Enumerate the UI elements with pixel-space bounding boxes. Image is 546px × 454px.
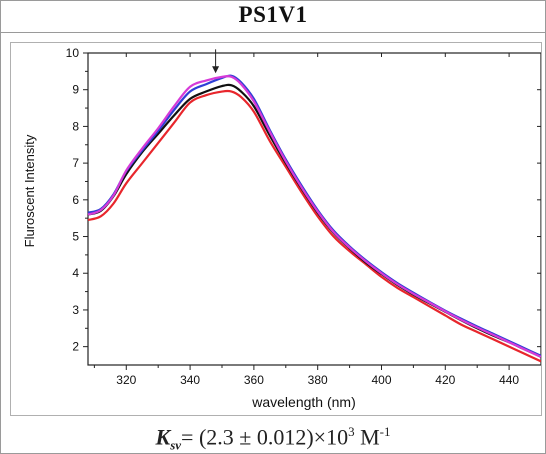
x-tick-label: 440 [499,373,519,387]
x-tick-label: 320 [116,373,136,387]
title-divider [0,32,546,33]
y-tick-label: 9 [72,83,79,97]
kd-unit-exponent: -1 [379,424,391,439]
x-tick-label: 360 [244,373,264,387]
x-tick-label: 420 [435,373,455,387]
y-tick-label: 6 [72,193,79,207]
kd-symbol: K [155,424,171,450]
stern-volmer-constant: Ksv= (2.3 ± 0.012)×103 M-1 [0,424,546,454]
y-tick-label: 5 [72,230,79,244]
kd-exponent: 3 [348,424,355,439]
x-tick-label: 380 [308,373,328,387]
series-line-3 [87,74,541,357]
series-line-4 [87,75,541,358]
y-tick-label: 3 [72,303,79,317]
kd-unit: M [354,424,380,450]
x-tick-label: 400 [371,373,391,387]
kd-subscript: sv [170,437,182,453]
y-tick-label: 4 [72,266,79,280]
y-tick-label: 10 [66,46,80,60]
plot-panel: 320 340 360 380 400 420 440 2 3 4 5 6 7 8 9 10 Flurosce… [10,42,542,416]
kd-value: = (2.3 ± 0.012)×10 [181,424,349,450]
y-axis-label: Fluroscent Intensity [22,134,37,247]
series-line-1 [87,89,541,363]
x-tick-label: 340 [180,373,200,387]
y-tick-label: 7 [72,156,79,170]
quench-arrow-head [212,66,220,74]
x-axis-label: wavelength (nm) [251,394,356,410]
y-tick-label: 8 [72,119,79,133]
y-tick-label: 2 [72,340,79,354]
fluorescence-chart: 320 340 360 380 400 420 440 2 3 4 5 6 7 8 9 10 Flurosce… [22,46,541,410]
plot-area-border [87,52,541,366]
series-line-2 [87,83,541,358]
figure-title: PS1V1 [238,2,308,27]
